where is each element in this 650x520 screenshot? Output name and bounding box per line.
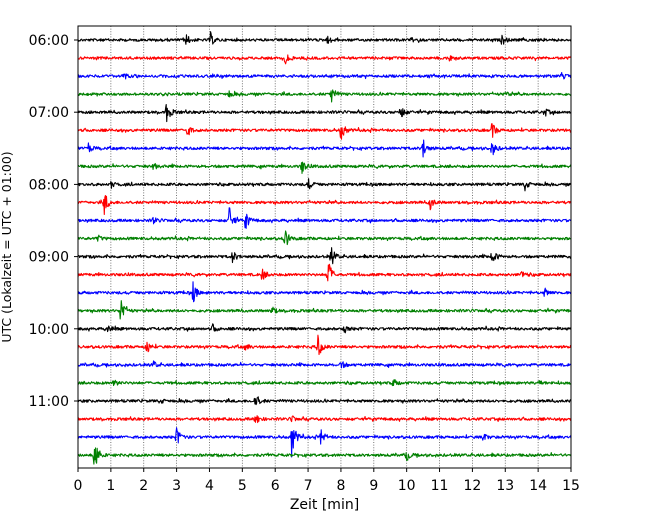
y-tick-label: 11:00 [29,394,69,410]
grid-lines [110,26,539,468]
seismic-trace [78,360,571,369]
y-tick-label: 06:00 [29,33,69,49]
seismic-trace [78,31,571,45]
seismic-trace [78,139,571,158]
seismic-trace [78,334,571,356]
y-axis-label: UTC (Lokalzeit = UTC + 01:00) [0,151,14,342]
y-axis: 06:00 07:00 08:00 09:00 10:00 11:00 [29,33,78,410]
x-tick-label: 14 [529,478,547,494]
x-tick-label: 0 [74,478,83,494]
x-tick-label: 15 [562,478,580,494]
seismic-trace [78,300,571,320]
seismic-trace [78,415,571,424]
x-axis-label: Zeit [min] [290,497,359,513]
x-tick-label: 4 [205,478,214,494]
seismic-trace [78,207,571,229]
seismic-trace [78,195,571,216]
x-tick-label: 7 [304,478,313,494]
x-tick-label: 13 [496,478,514,494]
seismic-trace [78,178,571,192]
seismic-trace [78,396,571,406]
plot-frame [77,25,572,469]
x-tick-label: 12 [463,478,481,494]
y-tick-label: 10:00 [29,322,69,338]
seismic-trace [78,89,571,103]
seismic-trace [78,230,571,246]
seismic-trace [78,54,571,65]
y-tick-label: 09:00 [29,250,69,266]
seismic-trace [78,247,571,265]
seismic-trace [78,71,571,80]
x-tick-label: 6 [271,478,280,494]
trace-group [78,31,571,465]
x-tick-label: 5 [238,478,247,494]
y-tick-label: 07:00 [29,105,69,121]
seismic-trace [78,161,571,174]
x-axis: 0 1 2 3 4 5 6 7 8 9 10 11 12 13 14 15 [74,468,580,494]
y-tick-label: 08:00 [29,177,69,193]
seismic-trace [78,104,571,123]
seismic-trace [78,427,571,458]
seismic-trace [78,263,571,282]
x-tick-label: 8 [336,478,345,494]
x-tick-label: 9 [369,478,378,494]
seismic-trace [78,323,571,334]
seismic-trace [78,447,571,465]
seismic-trace [78,379,571,387]
seismic-trace [78,281,571,303]
x-tick-label: 2 [139,478,148,494]
x-tick-label: 1 [106,478,115,494]
x-tick-label: 3 [172,478,181,494]
seismic-trace [78,123,571,140]
x-tick-label: 10 [398,478,416,494]
x-tick-label: 11 [431,478,449,494]
